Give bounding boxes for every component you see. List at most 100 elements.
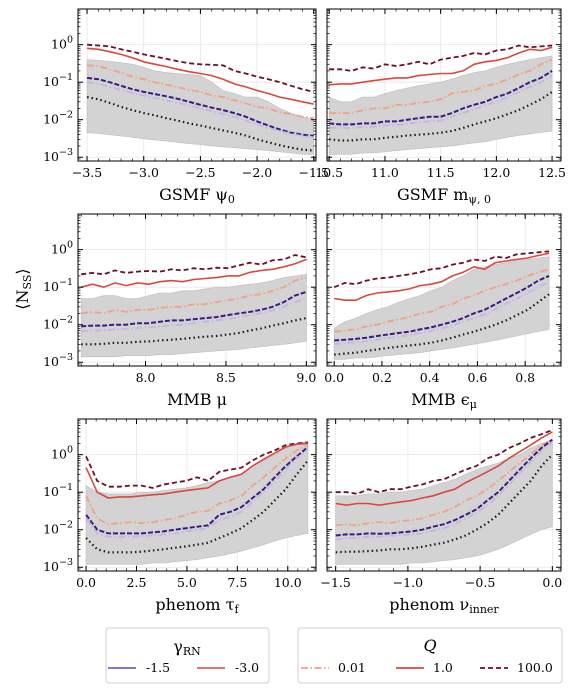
y-axis-label-close: ⟩ bbox=[13, 268, 32, 274]
x-tick-label-1: −1.0 bbox=[393, 575, 423, 590]
series-band bbox=[328, 55, 553, 155]
plot-area bbox=[86, 43, 314, 155]
x-tick-label-4: 10.0 bbox=[274, 575, 302, 590]
x-axis-label-main: GSMF m bbox=[397, 185, 468, 204]
x-axis-label: GSMF mψ, 0 bbox=[397, 185, 491, 206]
series-line-q1 bbox=[329, 46, 553, 86]
series-band bbox=[85, 440, 309, 565]
series-line-q001 bbox=[81, 276, 307, 315]
x-axis-label-sub: inner bbox=[469, 603, 499, 616]
series-line-q1 bbox=[335, 431, 553, 507]
x-tick-label-2: −0.5 bbox=[465, 575, 495, 590]
x-axis-label-main: MMB μ bbox=[167, 390, 227, 409]
legend-q-label-2: 1.0 bbox=[433, 660, 453, 675]
series-line-q1 bbox=[87, 47, 314, 105]
series-band bbox=[333, 256, 550, 360]
x-tick-label-1: 2.5 bbox=[127, 575, 147, 590]
x-tick-label-0: −1.5 bbox=[320, 575, 350, 590]
series-line-q001 bbox=[329, 58, 553, 114]
y-tick-label-3: 100 bbox=[51, 35, 73, 52]
y-tick-label-2: 10−1 bbox=[43, 482, 73, 499]
x-tick-label-4: −1.5 bbox=[299, 165, 329, 180]
x-tick-label-0: 0.0 bbox=[324, 370, 344, 385]
legend-q: Q 0.01 1.0 100.0 bbox=[297, 627, 563, 684]
series-line-q1 bbox=[334, 252, 550, 302]
x-tick-label-1: 0.2 bbox=[372, 370, 392, 385]
x-axis-label-main: phenom τ bbox=[155, 595, 234, 614]
axes-frame bbox=[77, 8, 317, 162]
axes-frame bbox=[326, 213, 562, 367]
x-tick-label-2: 11.5 bbox=[427, 165, 455, 180]
x-tick-label-2: 9.0 bbox=[296, 370, 316, 385]
series-line-rn_light bbox=[329, 74, 553, 129]
x-tick-label-2: −2.5 bbox=[185, 165, 215, 180]
legend-q-label-1: 0.01 bbox=[338, 660, 366, 675]
axes-frame bbox=[77, 213, 317, 367]
x-tick-label-0: −3.5 bbox=[72, 165, 102, 180]
x-tick-label-0: 10.5 bbox=[315, 165, 343, 180]
legend-gamma-label-2: -3.0 bbox=[235, 660, 259, 675]
series-line-rn_light bbox=[81, 297, 307, 332]
panel-phenom_tau: 0.0 2.5 5.0 7.5 10.0 10−3 10−2 10−1 100 phenom τf bbox=[43, 418, 317, 616]
legend-q-label-3: 100.0 bbox=[517, 660, 553, 675]
series-line-rn_dashed bbox=[85, 446, 309, 535]
series-line-q100 bbox=[81, 254, 307, 276]
plot-area bbox=[335, 429, 554, 565]
series-line-rn_dashed bbox=[86, 76, 314, 137]
x-tick-label-3: 0.0 bbox=[542, 575, 562, 590]
legend-gamma-title-sub: RN bbox=[183, 645, 201, 658]
x-axis-label: GSMF ψ0 bbox=[159, 185, 235, 206]
panel-MMB_eps: 0.0 0.2 0.4 0.6 0.8 MMB ϵμ bbox=[324, 213, 562, 411]
x-tick-label-2: 5.0 bbox=[177, 575, 197, 590]
series-line-median bbox=[334, 293, 550, 356]
y-tick-label-1: 10−2 bbox=[43, 110, 73, 127]
panel-GSMF_psi0: −3.5 −3.0 −2.5 −2.0 −1.5 10−3 10−2 10−1 100 GSMF … bbox=[43, 8, 329, 206]
series-line-rn_dashed bbox=[329, 70, 553, 126]
series-line-median bbox=[329, 90, 553, 142]
x-tick-label-3: 12.0 bbox=[482, 165, 510, 180]
series-line-rn_dashed bbox=[81, 290, 307, 328]
y-tick-label-3: 100 bbox=[51, 445, 73, 462]
x-axis-label: phenom νinner bbox=[389, 595, 499, 616]
plot-area bbox=[80, 254, 307, 358]
series-band bbox=[86, 59, 314, 155]
legend-q-title: Q bbox=[423, 636, 436, 655]
x-tick-label-2: 0.4 bbox=[420, 370, 440, 385]
x-tick-label-3: 0.6 bbox=[467, 370, 487, 385]
series-line-q100 bbox=[85, 441, 308, 489]
y-axis-label-sub: SS bbox=[21, 275, 34, 290]
x-axis-label: MMB μ bbox=[167, 390, 227, 409]
series-line-rn_light bbox=[335, 441, 553, 541]
x-tick-label-3: −2.0 bbox=[242, 165, 272, 180]
y-tick-label-0: 10−3 bbox=[43, 352, 73, 369]
series-line-rn_light bbox=[334, 280, 550, 346]
series-line-median bbox=[335, 453, 554, 554]
series-line-q001 bbox=[335, 438, 553, 527]
y-tick-label-2: 10−1 bbox=[43, 72, 73, 89]
series-line-q001 bbox=[87, 64, 314, 120]
y-tick-label-3: 100 bbox=[51, 240, 73, 257]
legend-gamma: γRN -1.5 -3.0 bbox=[105, 627, 270, 684]
x-tick-label-4: 12.5 bbox=[538, 165, 566, 180]
y-tick-label-1: 10−2 bbox=[43, 315, 73, 332]
x-axis-label-main: phenom ν bbox=[389, 595, 469, 614]
y-tick-label-0: 10−3 bbox=[43, 557, 73, 574]
series-line-q100 bbox=[333, 250, 550, 289]
plot-area bbox=[333, 250, 550, 360]
x-tick-label-0: 8.0 bbox=[136, 370, 156, 385]
x-axis-label-sub: 0 bbox=[228, 193, 235, 206]
series-line-rn_light bbox=[85, 448, 309, 538]
axes-frame bbox=[326, 418, 562, 572]
legend-gamma-label-1: -1.5 bbox=[146, 660, 170, 675]
legend-gamma-title-main: γ bbox=[173, 637, 183, 656]
legend-q-frame bbox=[297, 627, 563, 684]
y-tick-label-1: 10−2 bbox=[43, 520, 73, 537]
series-band bbox=[335, 439, 553, 565]
x-tick-label-0: 0.0 bbox=[76, 575, 96, 590]
axes-frame bbox=[326, 8, 562, 162]
series-line-q1 bbox=[80, 258, 307, 289]
series-line-q1 bbox=[85, 442, 308, 499]
x-axis-label-sub: μ bbox=[470, 398, 477, 411]
series-line-rn_dashed bbox=[335, 438, 553, 537]
